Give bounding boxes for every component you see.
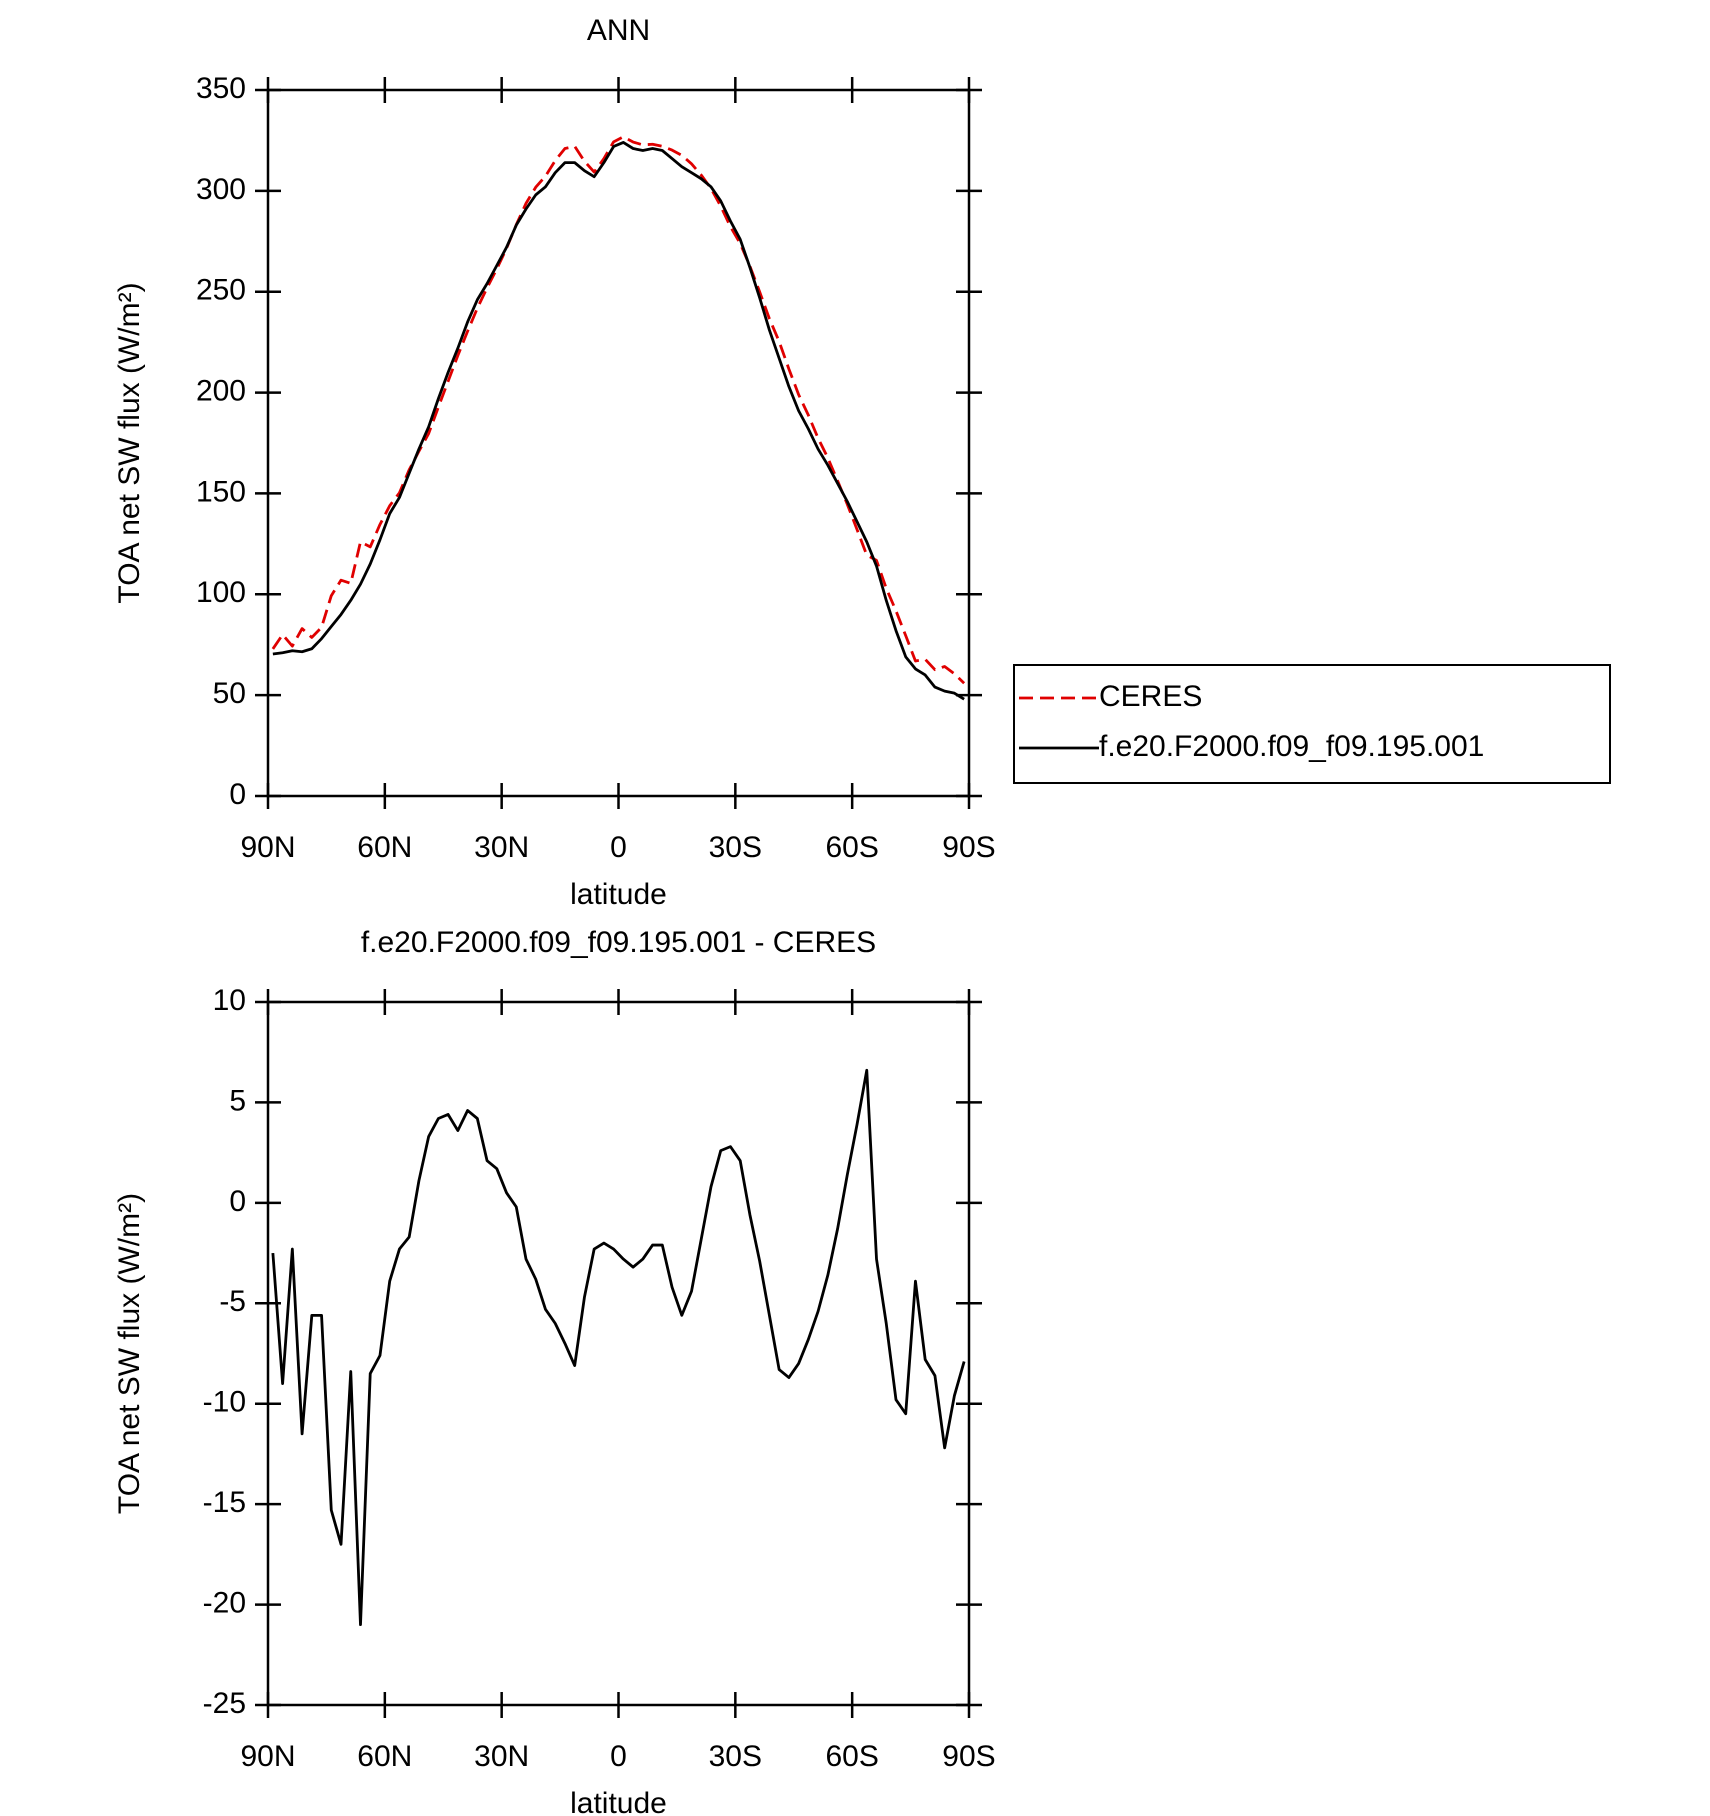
x-axis-label: latitude	[570, 1787, 667, 1816]
y-tick-label: 250	[196, 274, 246, 307]
y-tick-label: 150	[196, 475, 246, 508]
x-tick-label: 0	[610, 831, 627, 864]
plot-frame	[266, 88, 971, 798]
data-line	[271, 135, 966, 685]
data-line	[272, 141, 965, 701]
x-axis-label: latitude	[570, 878, 667, 911]
y-tick-label: 10	[213, 984, 246, 1017]
y-tick-label: 0	[229, 778, 246, 811]
y-tick-label: -10	[203, 1386, 246, 1419]
y-tick-label: 0	[229, 1185, 246, 1218]
x-tick-label: 60N	[357, 1740, 412, 1773]
legend-box	[1013, 664, 1611, 784]
x-tick-label: 90S	[942, 831, 995, 864]
y-tick-label: 100	[196, 576, 246, 609]
x-tick-label: 60S	[825, 831, 878, 864]
y-tick-label: 50	[213, 677, 246, 710]
x-tick-label: 90S	[942, 1740, 995, 1773]
y-tick-label: -20	[203, 1586, 246, 1619]
x-tick-label: 60S	[825, 1740, 878, 1773]
y-tick-label: -25	[203, 1687, 246, 1720]
y-tick-label: 5	[229, 1084, 246, 1117]
plot-frame	[266, 1000, 971, 1707]
legend-label: CERES	[1099, 680, 1202, 713]
x-tick-label: 30S	[709, 1740, 762, 1773]
x-tick-label: 90N	[240, 831, 295, 864]
chart-title: ANN	[587, 14, 650, 47]
legend-label: f.e20.F2000.f09_f09.195.001	[1099, 730, 1484, 763]
x-tick-label: 30S	[709, 831, 762, 864]
x-tick-label: 0	[610, 1740, 627, 1773]
data-line	[271, 1068, 966, 1627]
chart-title: f.e20.F2000.f09_f09.195.001 - CERES	[361, 926, 876, 959]
y-tick-label: 200	[196, 374, 246, 407]
x-tick-label: 90N	[240, 1740, 295, 1773]
y-axis-label: TOA net SW flux (W/m²)	[113, 1193, 146, 1514]
x-tick-label: 30N	[474, 831, 529, 864]
y-tick-label: -15	[203, 1486, 246, 1519]
y-tick-label: 350	[196, 72, 246, 105]
y-axis-label: TOA net SW flux (W/m²)	[113, 282, 146, 603]
x-tick-label: 30N	[474, 1740, 529, 1773]
x-tick-label: 60N	[357, 831, 412, 864]
y-tick-label: 300	[196, 173, 246, 206]
y-tick-label: -5	[219, 1285, 246, 1318]
